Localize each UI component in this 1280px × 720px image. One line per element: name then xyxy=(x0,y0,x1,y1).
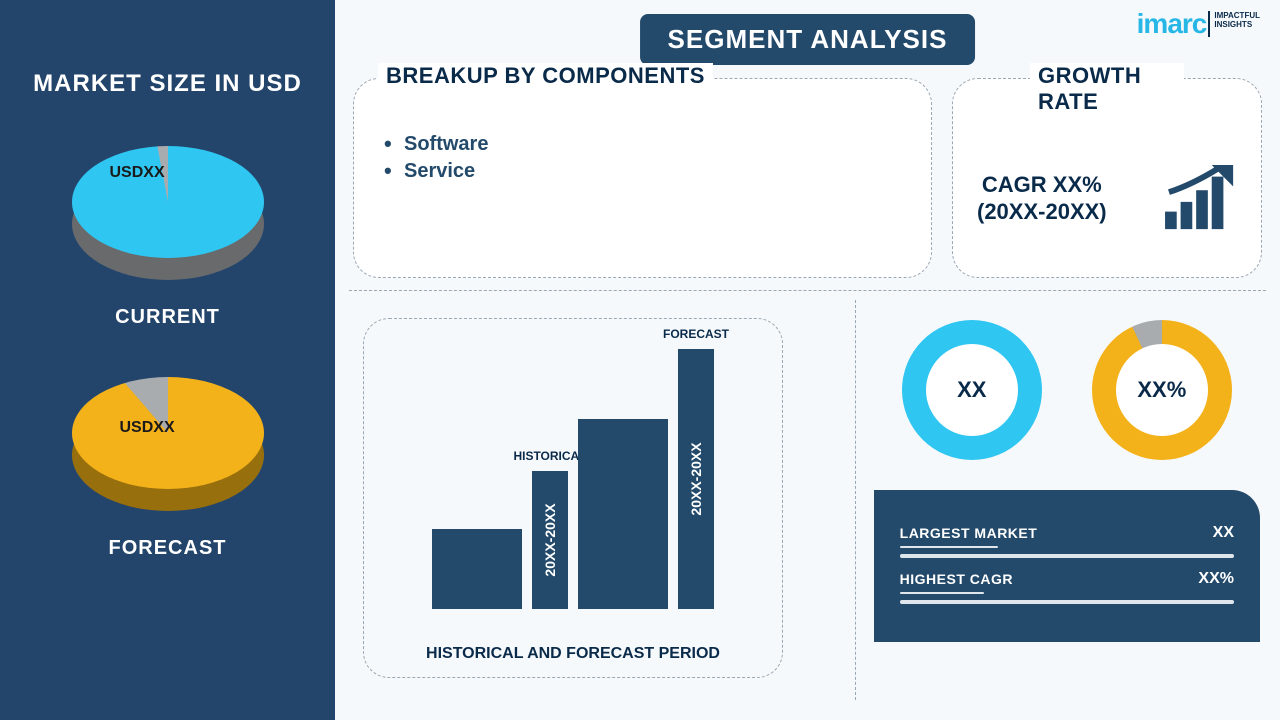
donut-chart: XX xyxy=(902,320,1042,460)
bar xyxy=(578,419,668,609)
breakup-title: BREAKUP BY COMPONENTS xyxy=(378,63,713,89)
page-title: SEGMENT ANALYSIS xyxy=(640,14,976,65)
pie-caption: CURRENT xyxy=(0,306,335,329)
page-root: MARKET SIZE IN USD USDXX CURRENT USDXX FORE… xyxy=(0,0,1280,720)
brand-name: imarc xyxy=(1137,8,1207,39)
cagr-text: CAGR XX%(20XX-20XX) xyxy=(977,171,1107,226)
stat-row: LARGEST MARKET XX xyxy=(900,524,1234,542)
bar: HISTORICAL20XX-20XX xyxy=(532,471,568,609)
donut-chart: XX% xyxy=(1092,320,1232,460)
bar xyxy=(432,529,522,609)
pie-caption: FORECAST xyxy=(0,537,335,560)
stat-progress xyxy=(900,554,1234,558)
divider-horizontal xyxy=(349,290,1266,291)
growth-chart-icon xyxy=(1163,163,1241,233)
breakup-item: Software xyxy=(382,131,903,158)
historical-forecast-panel: HISTORICAL20XX-20XXFORECAST20XX-20XX HIS… xyxy=(363,318,783,678)
pie-chart: USDXX xyxy=(58,369,278,519)
stat-value: XX% xyxy=(1198,570,1234,588)
brand-logo: imarc IMPACTFULINSIGHTS xyxy=(1137,8,1260,40)
donut-row: XX XX% xyxy=(874,320,1260,460)
bar: FORECAST20XX-20XX xyxy=(678,349,714,609)
stats-box: LARGEST MARKET XX HIGHEST CAGR XX% xyxy=(874,490,1260,642)
pie-chart: USDXX xyxy=(58,138,278,288)
stat-row: HIGHEST CAGR XX% xyxy=(900,570,1234,588)
stat-progress xyxy=(900,600,1234,604)
stat-label: LARGEST MARKET xyxy=(900,525,1038,541)
right-column: XX XX% LARGEST MARKET XX HIGHEST CAGR XX% xyxy=(874,320,1260,690)
bar-top-label: FORECAST xyxy=(663,327,729,341)
brand-tagline: IMPACTFULINSIGHTS xyxy=(1214,11,1260,29)
breakup-panel: BREAKUP BY COMPONENTS SoftwareService xyxy=(353,78,932,278)
main-area: imarcIMPACTFULINSIGHTS SEGMENT ANALYSIS … xyxy=(335,0,1280,720)
bar-inner-label: 20XX-20XX xyxy=(542,503,558,576)
breakup-list: SoftwareService xyxy=(382,131,903,185)
pie-slice-value: USDXX xyxy=(110,164,165,182)
logo-divider xyxy=(1208,11,1210,37)
bar-top-label: HISTORICAL xyxy=(513,449,586,463)
donut-center-value: XX xyxy=(902,320,1042,460)
top-row: BREAKUP BY COMPONENTS SoftwareService GR… xyxy=(353,78,1262,278)
sidebar-market-size: MARKET SIZE IN USD USDXX CURRENT USDXX FORE… xyxy=(0,0,335,720)
bar-chart: HISTORICAL20XX-20XXFORECAST20XX-20XX xyxy=(374,339,772,609)
stat-value: XX xyxy=(1213,524,1234,542)
bar-chart-caption: HISTORICAL AND FORECAST PERIOD xyxy=(364,645,782,663)
bar-inner-label: 20XX-20XX xyxy=(688,442,704,515)
stat-label: HIGHEST CAGR xyxy=(900,571,1013,587)
donut-center-value: XX% xyxy=(1092,320,1232,460)
growth-rate-panel: GROWTH RATE CAGR XX%(20XX-20XX) xyxy=(952,78,1262,278)
pie-slice-value: USDXX xyxy=(120,419,175,437)
sidebar-heading: MARKET SIZE IN USD xyxy=(0,70,335,98)
divider-vertical xyxy=(855,300,856,700)
breakup-item: Service xyxy=(382,158,903,185)
growth-rate-title: GROWTH RATE xyxy=(1030,63,1184,115)
